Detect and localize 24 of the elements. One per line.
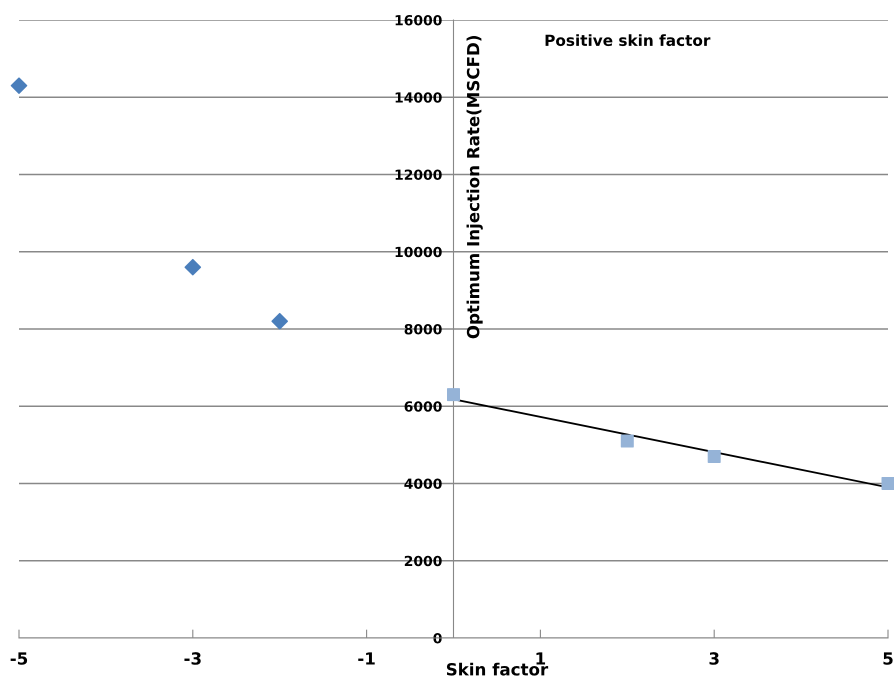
x-axis-title: Skin factor [446, 662, 548, 676]
x-tick-label: -3 [184, 652, 201, 665]
x-tick-label: 3 [710, 652, 719, 665]
x-tick-label: 5 [883, 652, 893, 665]
y-tick-label: 10000 [396, 246, 442, 258]
point [10, 77, 28, 94]
point [446, 388, 460, 402]
x-tick-label: -5 [10, 652, 28, 665]
point [708, 450, 721, 463]
x-tick-label: 1 [536, 652, 546, 665]
point [881, 476, 894, 490]
y-tick-label: 6000 [404, 401, 442, 412]
y-axis-title: Optimum Injection Rate(MSCFD) [466, 36, 483, 338]
point [271, 312, 288, 330]
y-tick-label: 8000 [404, 324, 442, 334]
point [184, 258, 202, 276]
y-tick-label: 4000 [404, 478, 442, 489]
y-tick-label: 12000 [396, 169, 442, 180]
y-tick-label: 2000 [404, 556, 442, 566]
y-tick-label: 16000 [396, 14, 442, 26]
y-tick-label: 14000 [396, 92, 442, 103]
x-tick-label: -1 [358, 652, 375, 665]
annotation: Positive skin factor [546, 34, 710, 46]
point [620, 434, 634, 448]
